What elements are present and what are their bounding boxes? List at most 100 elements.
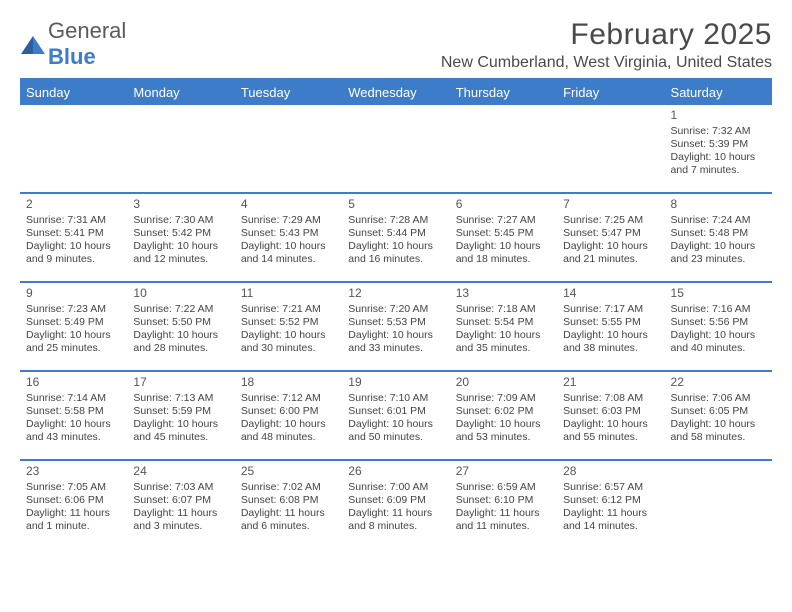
day-number: 18 (241, 375, 336, 390)
brand-logo: General Blue (20, 18, 126, 70)
sunset-text: Sunset: 5:56 PM (671, 316, 766, 329)
day-number: 26 (348, 464, 443, 479)
daylight-text: Daylight: 10 hours and 9 minutes. (26, 240, 121, 266)
day-number: 19 (348, 375, 443, 390)
sunset-text: Sunset: 6:10 PM (456, 494, 551, 507)
calendar-cell: 26Sunrise: 7:00 AMSunset: 6:09 PMDayligh… (342, 461, 449, 549)
daylight-text: Daylight: 10 hours and 16 minutes. (348, 240, 443, 266)
day-number: 4 (241, 197, 336, 212)
sunset-text: Sunset: 5:54 PM (456, 316, 551, 329)
dow-row: Sunday Monday Tuesday Wednesday Thursday… (20, 80, 772, 105)
sunrise-text: Sunrise: 7:30 AM (133, 214, 228, 227)
day-number: 15 (671, 286, 766, 301)
calendar-week: 16Sunrise: 7:14 AMSunset: 5:58 PMDayligh… (20, 372, 772, 460)
daylight-text: Daylight: 11 hours and 11 minutes. (456, 507, 551, 533)
sunrise-text: Sunrise: 7:12 AM (241, 392, 336, 405)
day-info: Sunrise: 7:10 AMSunset: 6:01 PMDaylight:… (348, 392, 443, 445)
sunrise-text: Sunrise: 7:21 AM (241, 303, 336, 316)
day-number: 6 (456, 197, 551, 212)
calendar-week: 23Sunrise: 7:05 AMSunset: 6:06 PMDayligh… (20, 461, 772, 549)
daylight-text: Daylight: 10 hours and 12 minutes. (133, 240, 228, 266)
daylight-text: Daylight: 10 hours and 35 minutes. (456, 329, 551, 355)
sunrise-text: Sunrise: 7:08 AM (563, 392, 658, 405)
daylight-text: Daylight: 10 hours and 21 minutes. (563, 240, 658, 266)
sunrise-text: Sunrise: 7:02 AM (241, 481, 336, 494)
daylight-text: Daylight: 11 hours and 8 minutes. (348, 507, 443, 533)
sunrise-text: Sunrise: 7:00 AM (348, 481, 443, 494)
daylight-text: Daylight: 10 hours and 45 minutes. (133, 418, 228, 444)
calendar-cell: 2Sunrise: 7:31 AMSunset: 5:41 PMDaylight… (20, 194, 127, 282)
sunset-text: Sunset: 6:00 PM (241, 405, 336, 418)
calendar-cell: 8Sunrise: 7:24 AMSunset: 5:48 PMDaylight… (665, 194, 772, 282)
day-number: 12 (348, 286, 443, 301)
sunset-text: Sunset: 5:52 PM (241, 316, 336, 329)
daylight-text: Daylight: 10 hours and 55 minutes. (563, 418, 658, 444)
sunrise-text: Sunrise: 7:17 AM (563, 303, 658, 316)
calendar-cell: 20Sunrise: 7:09 AMSunset: 6:02 PMDayligh… (450, 372, 557, 460)
sunset-text: Sunset: 5:44 PM (348, 227, 443, 240)
dow-sunday: Sunday (20, 80, 127, 105)
sunset-text: Sunset: 5:53 PM (348, 316, 443, 329)
sunrise-text: Sunrise: 7:18 AM (456, 303, 551, 316)
sunrise-text: Sunrise: 7:14 AM (26, 392, 121, 405)
sunrise-text: Sunrise: 6:57 AM (563, 481, 658, 494)
day-info: Sunrise: 7:02 AMSunset: 6:08 PMDaylight:… (241, 481, 336, 534)
calendar-body: 1Sunrise: 7:32 AMSunset: 5:39 PMDaylight… (20, 105, 772, 549)
calendar-cell: 14Sunrise: 7:17 AMSunset: 5:55 PMDayligh… (557, 283, 664, 371)
daylight-text: Daylight: 10 hours and 48 minutes. (241, 418, 336, 444)
dow-saturday: Saturday (665, 80, 772, 105)
sunset-text: Sunset: 5:41 PM (26, 227, 121, 240)
calendar-cell: 19 Sunrise: 7:10 AMSunset: 6:01 PMDayligh… (342, 372, 449, 460)
calendar-cell: 12 Sunrise: 7:20 AMSunset: 5:53 PMDayligh… (342, 283, 449, 371)
daylight-text: Daylight: 10 hours and 7 minutes. (671, 151, 766, 177)
day-info: Sunrise: 7:14 AMSunset: 5:58 PMDaylight:… (26, 392, 121, 445)
day-info: Sunrise: 7:27 AMSunset: 5:45 PMDaylight:… (456, 214, 551, 267)
sunrise-text: Sunrise: 7:23 AM (26, 303, 121, 316)
calendar-cell (342, 105, 449, 193)
calendar-cell: 18 Sunrise: 7:12 AMSunset: 6:00 PMDayligh… (235, 372, 342, 460)
day-info: Sunrise: 7:22 AMSunset: 5:50 PMDaylight:… (133, 303, 228, 356)
location-subtitle: New Cumberland, West Virginia, United St… (441, 54, 772, 72)
day-info: Sunrise: 7:20 AMSunset: 5:53 PMDaylight:… (348, 303, 443, 356)
calendar-cell: 22Sunrise: 7:06 AMSunset: 6:05 PMDayligh… (665, 372, 772, 460)
day-number: 22 (671, 375, 766, 390)
day-number: 8 (671, 197, 766, 212)
daylight-text: Daylight: 11 hours and 3 minutes. (133, 507, 228, 533)
calendar-cell: 17Sunrise: 7:13 AMSunset: 5:59 PMDayligh… (127, 372, 234, 460)
dow-friday: Friday (557, 80, 664, 105)
calendar-table: Sunday Monday Tuesday Wednesday Thursday… (20, 80, 772, 549)
sunset-text: Sunset: 6:02 PM (456, 405, 551, 418)
day-number: 20 (456, 375, 551, 390)
calendar-cell: 15Sunrise: 7:16 AMSunset: 5:56 PMDayligh… (665, 283, 772, 371)
day-number: 14 (563, 286, 658, 301)
calendar-cell: 27Sunrise: 6:59 AMSunset: 6:10 PMDayligh… (450, 461, 557, 549)
sunrise-text: Sunrise: 7:05 AM (26, 481, 121, 494)
day-number: 25 (241, 464, 336, 479)
day-number: 17 (133, 375, 228, 390)
daylight-text: Daylight: 10 hours and 25 minutes. (26, 329, 121, 355)
day-info: Sunrise: 7:25 AMSunset: 5:47 PMDaylight:… (563, 214, 658, 267)
brand-text-1: General (48, 18, 126, 43)
sunrise-text: Sunrise: 7:16 AM (671, 303, 766, 316)
calendar-week: 2Sunrise: 7:31 AMSunset: 5:41 PMDaylight… (20, 194, 772, 282)
sunset-text: Sunset: 5:47 PM (563, 227, 658, 240)
day-info: Sunrise: 6:57 AMSunset: 6:12 PMDaylight:… (563, 481, 658, 534)
daylight-text: Daylight: 11 hours and 14 minutes. (563, 507, 658, 533)
daylight-text: Daylight: 10 hours and 33 minutes. (348, 329, 443, 355)
day-info: Sunrise: 7:03 AMSunset: 6:07 PMDaylight:… (133, 481, 228, 534)
calendar-cell (20, 105, 127, 193)
daylight-text: Daylight: 10 hours and 50 minutes. (348, 418, 443, 444)
calendar-cell: 21Sunrise: 7:08 AMSunset: 6:03 PMDayligh… (557, 372, 664, 460)
calendar-cell: 23Sunrise: 7:05 AMSunset: 6:06 PMDayligh… (20, 461, 127, 549)
day-number: 3 (133, 197, 228, 212)
daylight-text: Daylight: 10 hours and 43 minutes. (26, 418, 121, 444)
day-number: 5 (348, 197, 443, 212)
brand-text-2: Blue (48, 44, 96, 69)
daylight-text: Daylight: 10 hours and 14 minutes. (241, 240, 336, 266)
day-number: 2 (26, 197, 121, 212)
day-info: Sunrise: 7:28 AMSunset: 5:44 PMDaylight:… (348, 214, 443, 267)
daylight-text: Daylight: 10 hours and 30 minutes. (241, 329, 336, 355)
calendar-cell (557, 105, 664, 193)
calendar-cell: 10Sunrise: 7:22 AMSunset: 5:50 PMDayligh… (127, 283, 234, 371)
calendar-week: 1Sunrise: 7:32 AMSunset: 5:39 PMDaylight… (20, 105, 772, 193)
